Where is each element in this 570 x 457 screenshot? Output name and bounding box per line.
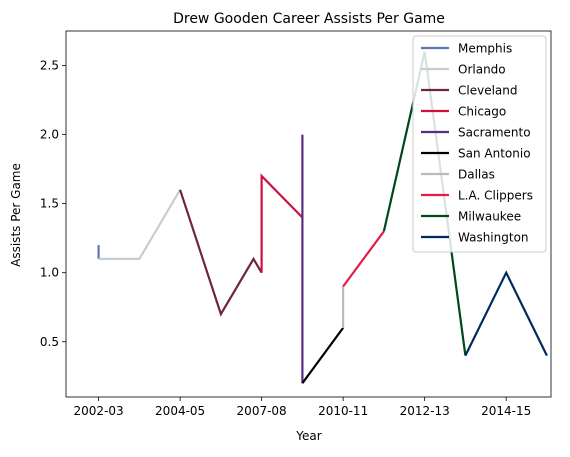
legend: Memphis Orlando Cleveland Chicago Sacramento… [412, 35, 547, 253]
chart-title: Drew Gooden Career Assists Per Game [173, 11, 445, 27]
x-tick-label: 2012-13 [400, 404, 450, 418]
legend-label-sacramento: Sacramento [458, 126, 531, 140]
series-line-washington [464, 270, 548, 357]
legend-label-dallas: Dallas [458, 168, 495, 182]
x-tick-label: 2004-05 [155, 404, 205, 418]
x-tick-label: 2014-15 [481, 404, 531, 418]
x-tick-label: 2010-11 [318, 404, 368, 418]
plot-frame [65, 30, 552, 398]
legend-label-l-a-clippers: L.A. Clippers [458, 189, 533, 203]
x-axis-label: Year [295, 429, 321, 443]
y-tick-label: 0.5 [40, 335, 59, 349]
legend-label-cleveland: Cleveland [458, 84, 518, 98]
y-tick-label: 1.5 [40, 197, 59, 211]
legend-label-orlando: Orlando [458, 63, 506, 77]
series-line-cleveland [179, 189, 263, 317]
y-tick-label: 1.0 [40, 266, 59, 280]
legend-label-washington: Washington [458, 231, 529, 245]
ticks-layer: 2002-03 2004-05 2007-08 2010-11 2012-13 2014-… [40, 59, 531, 418]
series-line-l-a-clippers [342, 230, 385, 288]
series-line-chicago [260, 173, 304, 273]
legend-label-chicago: Chicago [458, 105, 506, 119]
y-tick-label: 2.5 [40, 59, 59, 73]
x-tick-label: 2007-08 [237, 404, 287, 418]
y-tick-label: 2.0 [40, 128, 59, 142]
y-axis-label: Assists Per Game [9, 163, 23, 267]
series-line-san-antonio [301, 327, 344, 384]
series-line-orlando [98, 189, 182, 260]
legend-label-memphis: Memphis [458, 42, 512, 56]
legend-label-milwaukee: Milwaukee [458, 210, 521, 224]
x-tick-label: 2002-03 [74, 404, 124, 418]
legend-label-san-antonio: San Antonio [458, 147, 531, 161]
